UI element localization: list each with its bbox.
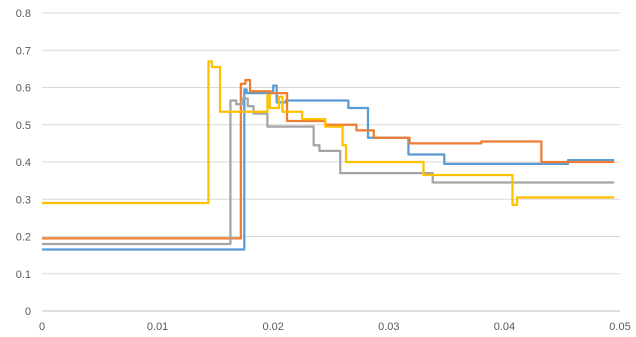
series-line-2 — [42, 78, 615, 240]
y-tick-label: 0.2 — [16, 232, 31, 244]
y-tick-label: 0.1 — [16, 269, 31, 281]
x-tick-label: 0.05 — [609, 321, 630, 333]
y-tick-label: 0.8 — [16, 8, 31, 20]
y-tick-label: 0.5 — [16, 120, 31, 132]
y-tick-label: 0.3 — [16, 194, 31, 206]
series-line-3 — [42, 97, 615, 246]
x-tick-labels: 0 0.01 0.02 0.03 0.04 0.05 — [39, 321, 631, 333]
y-tick-label: 0.4 — [16, 157, 31, 169]
y-tick-label: 0 — [25, 306, 31, 318]
y-tick-labels: 0 0.1 0.2 0.3 0.4 0.5 0.6 0.7 0.8 — [16, 8, 31, 318]
x-tick-label: 0.01 — [147, 321, 168, 333]
series-line-4 — [42, 60, 615, 206]
series-group — [42, 60, 615, 251]
x-tick-label: 0 — [39, 321, 45, 333]
x-tick-label: 0.03 — [378, 321, 399, 333]
gridlines — [42, 12, 620, 275]
y-tick-label: 0.7 — [16, 45, 31, 57]
x-tick-label: 0.04 — [494, 321, 515, 333]
y-tick-label: 0.6 — [16, 83, 31, 95]
x-tick-label: 0.02 — [262, 321, 283, 333]
series-line-1 — [42, 84, 615, 251]
